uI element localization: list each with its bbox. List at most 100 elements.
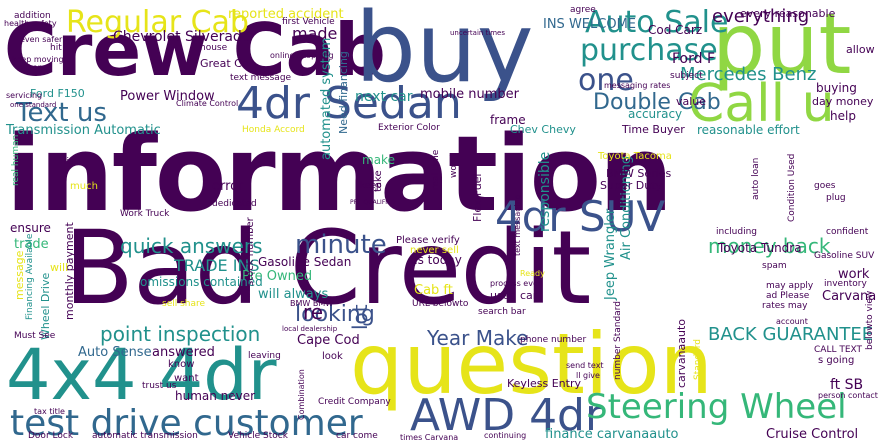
word-climate-control: Climate Control xyxy=(176,99,239,108)
word-text-messaging: text messaging xyxy=(513,194,522,256)
word-s-going: s going xyxy=(818,355,855,366)
word-ft-sb: ft SB xyxy=(830,377,864,393)
word-phone-number: phone number xyxy=(520,335,587,345)
word-keyless-entry: Keyless Entry xyxy=(507,377,581,390)
word-must-see: Must See xyxy=(14,331,56,341)
word-exterior-color: Exterior Color xyxy=(378,123,440,133)
word-quick-answers: quick answers xyxy=(120,234,263,258)
word-trust-us: trust us xyxy=(142,381,177,391)
word-pre-owned: Pre Owned xyxy=(242,269,313,284)
word-url-belowto: URL belowto xyxy=(412,299,469,309)
word-will: will xyxy=(50,261,69,274)
word-put: put xyxy=(712,0,852,93)
word-power-window: Power Window xyxy=(120,89,215,104)
word-process-even: process even xyxy=(490,279,543,288)
word-call-u: Call u xyxy=(688,74,835,134)
word-even-safer: even safer xyxy=(20,35,63,44)
word-never-sell: never sell xyxy=(410,245,459,256)
word-please-verify: Please verify xyxy=(396,235,460,246)
word-next-car: next car xyxy=(355,89,413,105)
word-house: house xyxy=(200,43,228,53)
word-question: question xyxy=(350,315,713,413)
word-answered: answered xyxy=(152,345,215,360)
word-ins-welcome: INS WELCOME xyxy=(543,17,636,32)
word-transmission-automatic: Transmission Automatic xyxy=(6,123,161,138)
word-mercedes-benz: Mercedes Benz xyxy=(680,64,817,85)
word-crew-cab: Crew Cab xyxy=(4,8,386,92)
word-day-money: day money xyxy=(812,95,874,108)
word-inventory: inventory xyxy=(824,279,867,289)
word-cape-cod: Cape Cod xyxy=(297,333,360,348)
word-rates-may: rates may xyxy=(762,301,808,311)
word-value: value xyxy=(676,95,707,108)
word-trade-ins: TRADE INS xyxy=(174,256,260,275)
word-auto-sale: Auto Sale xyxy=(585,5,729,40)
word-ad-please: ad Please xyxy=(766,291,810,301)
word-minute: minute xyxy=(295,230,387,260)
word-confident: confident xyxy=(826,227,869,237)
word-first-vehicle: first Vehicle xyxy=(282,17,335,27)
word-super-duty: Super Duty xyxy=(600,179,662,192)
word-search-bar: search bar xyxy=(478,307,526,317)
word-account: account xyxy=(776,317,808,326)
word-credit-company: Credit Company xyxy=(318,397,391,407)
word-list: list xyxy=(64,157,78,167)
word-chev-chevy: Chev Chevy xyxy=(510,123,576,136)
word-local-dealership: local dealership xyxy=(282,325,338,333)
word-text-us: Text us xyxy=(16,98,107,128)
word-sell-share: sell share xyxy=(162,299,206,309)
word-messaging-rates: messaging rates xyxy=(604,81,671,90)
word-reported-accident: reported accident xyxy=(228,7,344,22)
word-work-truck: Work Truck xyxy=(120,209,170,219)
word-cod-carz: Cod Carz xyxy=(648,23,703,37)
word-health-safety: health safety xyxy=(4,19,57,28)
word-gasoline-sedan: Gasoline Sedan xyxy=(258,255,352,269)
word-buying: buying xyxy=(816,81,857,95)
word-may-apply: may apply xyxy=(766,281,814,291)
word-want: want xyxy=(174,373,199,384)
word-text-message: text message xyxy=(230,73,292,83)
word-keep: keep xyxy=(360,181,382,191)
word-4x4-4dr: 4x4 4dr xyxy=(6,334,277,416)
word-call-text: CALL TEXT xyxy=(814,345,863,355)
word-addition: addition xyxy=(14,11,51,21)
word-gasoline-suv: Gasoline SUV xyxy=(814,251,875,261)
word-real-time: real time xyxy=(431,149,441,190)
word-ll-give: ll give xyxy=(576,371,600,380)
word-including: including xyxy=(716,227,757,237)
word-number-standard: number Standard xyxy=(613,301,623,380)
word-will-always: will always xyxy=(258,287,329,302)
word-hit: hit xyxy=(50,43,62,53)
word-finance-carvanaauto: finance carvanaauto xyxy=(545,427,679,442)
word-bmw-series: BMW Series xyxy=(606,167,672,180)
word-auto-sense: Auto Sense xyxy=(78,345,152,360)
word-look: look xyxy=(322,351,343,362)
word-ford-f: Ford F xyxy=(672,51,716,67)
word-information: information xyxy=(6,113,673,235)
word-need-financing: Need financing xyxy=(337,51,350,134)
word-everything: everything xyxy=(712,6,810,27)
word-belowto-view: belowto view xyxy=(865,290,875,350)
word-human-never: human never xyxy=(175,389,256,403)
word-carvana: Carvana xyxy=(822,289,877,304)
word-reasonable-effort: reasonable effort xyxy=(697,123,800,137)
word-make: make xyxy=(362,153,395,167)
word-every-reasonable: every reasonable xyxy=(740,7,836,20)
word-test-drive-customer: test drive customer xyxy=(10,403,363,444)
word-awd-4dr: AWD 4dr xyxy=(410,390,604,441)
word-vehicle-stock: Vehicle Stock xyxy=(228,431,288,441)
word-uncertain-times: uncertain times xyxy=(450,29,506,37)
word-ready: Ready xyxy=(520,269,545,278)
word-send-text: send text xyxy=(566,361,604,370)
word-financing-available: Financing Available xyxy=(25,233,35,320)
word-toyota-tacoma: Toyota Tacoma xyxy=(598,151,672,162)
word-4dr-suv: 4dr SUV xyxy=(495,192,666,241)
word-goes: goes xyxy=(814,181,836,191)
word-bmw-bmw: BMW BMW xyxy=(290,299,334,308)
word-stock-number: stock number xyxy=(245,217,256,286)
word-responsible: responsible xyxy=(537,151,553,232)
word-jeep-wrangler: Jeep Wrangler xyxy=(603,208,618,300)
word-used-car: used car xyxy=(490,289,538,302)
word-mobile-number: mobile number xyxy=(420,87,519,102)
word-real-human: real human xyxy=(11,134,21,186)
